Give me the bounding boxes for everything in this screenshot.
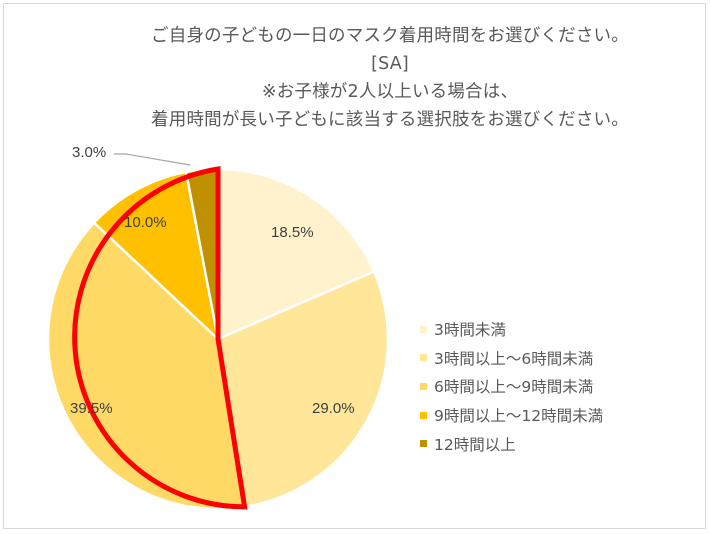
chart-title-line-2: [SA] — [371, 54, 409, 74]
pie-slice-3h-to-6h[interactable] — [216, 269, 390, 509]
data-label-3h-to-6h: 29.0% — [312, 400, 355, 417]
legend-label: 3時間以上～6時間未満 — [434, 349, 594, 368]
highlight-outline — [72, 166, 248, 510]
chart-title-line-1: ご自身の子どもの一日のマスク着用時間をお選びください。 — [151, 26, 629, 46]
legend-marker-icon — [420, 411, 427, 419]
data-label-6h-to-9h: 39.5% — [70, 400, 113, 417]
legend-item-over-12h[interactable]: 12時間以上 — [420, 429, 603, 458]
pie-slice-under-3h[interactable] — [216, 167, 376, 341]
legend-label: 12時間以上 — [434, 435, 516, 454]
data-label-over-12h: 3.0% — [72, 144, 107, 161]
legend-label: 9時間以上～12時間未満 — [434, 407, 604, 426]
legend-marker-icon — [420, 325, 427, 333]
legend-marker-icon — [420, 440, 427, 448]
pie-slice-6h-to-9h[interactable] — [46, 220, 247, 511]
legend-label: 6時間以上～9時間未満 — [434, 378, 594, 397]
legend-item-9h-to-12h[interactable]: 9時間以上～12時間未満 — [420, 401, 603, 430]
legend-item-6h-to-9h[interactable]: 6時間以上～9時間未満 — [420, 372, 603, 401]
chart-title-line-3: ※お子様が2人以上いる場合は、 — [261, 82, 519, 102]
legend-item-under-3h[interactable]: 3時間未満 — [420, 315, 603, 344]
chart-title: ご自身の子どもの一日のマスク着用時間をお選びください。 [SA] ※お子様が2人… — [90, 22, 690, 134]
legend-marker-icon — [420, 354, 427, 362]
data-label-9h-to-12h: 10.0% — [124, 214, 167, 231]
chart-title-line-4: 着用時間が長い子どもに該当する選択肢をお選びください。 — [151, 110, 629, 130]
data-label-under-3h: 18.5% — [271, 224, 314, 241]
legend-label: 3時間未満 — [434, 321, 506, 340]
legend-marker-icon — [420, 382, 427, 390]
chart-legend: 3時間未満 3時間以上～6時間未満 6時間以上～9時間未満 9時間以上～12時間… — [420, 315, 603, 458]
leader-line-3-0 — [114, 153, 191, 166]
legend-item-3h-to-6h[interactable]: 3時間以上～6時間未満 — [420, 344, 603, 373]
